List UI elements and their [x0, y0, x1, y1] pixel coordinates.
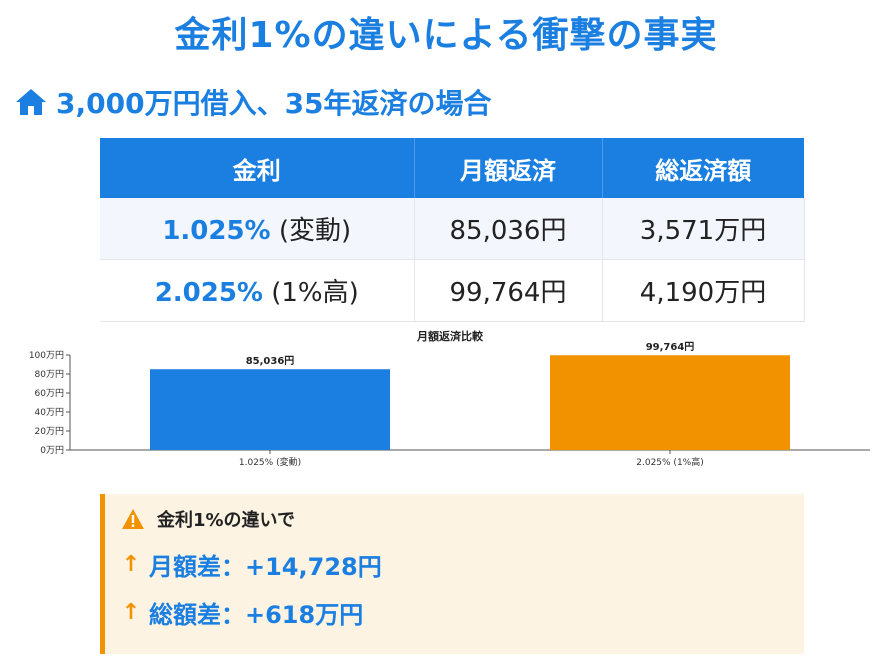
monthly-comparison-chart: 月額返済比較 0万円 20万円 40万円 60万円 80万円 100万円 85,036円 1.0… [0, 325, 892, 475]
bar-data-label: 99,764円 [646, 341, 695, 353]
header-total: 総返済額 [602, 138, 804, 198]
notice-heading: 金利1%の違いで [121, 504, 295, 534]
rate-note: (1%高) [271, 278, 359, 308]
total-diff-text: 総額差：+618万円 [149, 600, 364, 629]
monthly-diff: ↑ 月額差：+14,728円 [121, 544, 382, 584]
bar-data-label: 85,036円 [246, 355, 295, 367]
rate-value: 2.025% [154, 278, 263, 308]
table-row: 1.025% (変動) 85,036円 3,571万円 [100, 198, 805, 260]
y-tick-label: 20万円 [35, 426, 64, 437]
y-tick-label: 0万円 [40, 445, 64, 456]
subtitle-text: 3,000万円借入、35年返済の場合 [56, 87, 492, 120]
header-monthly: 月額返済 [414, 138, 603, 198]
cell-total: 4,190万円 [602, 259, 805, 322]
table-header-row: 金利 月額返済 総返済額 [100, 138, 804, 198]
subtitle: 3,000万円借入、35年返済の場合 [14, 82, 492, 122]
cell-monthly: 85,036円 [414, 198, 603, 260]
notice-heading-text: 金利1%の違いで [157, 510, 296, 531]
bar [150, 369, 390, 450]
chart-title: 月額返済比較 [416, 329, 484, 343]
notice-box: 金利1%の違いで ↑ 月額差：+14,728円 ↑ 総額差：+618万円 [100, 494, 804, 654]
page-title: 金利1%の違いによる衝撃の事実 [174, 15, 718, 56]
arrow-up-icon: ↑ [121, 551, 141, 577]
table-row: 2.025% (1%高) 99,764円 4,190万円 [100, 259, 805, 322]
y-tick-label: 100万円 [29, 350, 64, 361]
y-tick-label: 40万円 [35, 407, 64, 418]
arrow-up-icon: ↑ [121, 599, 141, 625]
cell-rate: 1.025% (変動) [100, 198, 415, 260]
warning-icon [122, 509, 144, 529]
cell-monthly: 99,764円 [414, 259, 603, 322]
monthly-diff-text: 月額差：+14,728円 [149, 552, 382, 581]
total-diff: ↑ 総額差：+618万円 [121, 592, 363, 632]
rates-table: 金利 月額返済 総返済額 1.025% (変動) 85,036円 3,571万円… [100, 138, 805, 322]
chart-svg: 月額返済比較 0万円 20万円 40万円 60万円 80万円 100万円 85,036円 1.0… [29, 329, 870, 468]
home-icon [16, 89, 46, 115]
y-tick-label: 60万円 [35, 388, 64, 399]
cell-rate: 2.025% (1%高) [100, 259, 415, 322]
cell-total: 3,571万円 [602, 198, 805, 260]
header-rate: 金利 [100, 138, 415, 198]
rate-value: 1.025% [162, 216, 271, 246]
bar [550, 355, 790, 450]
rate-note: (変動) [278, 216, 352, 246]
y-tick-label: 80万円 [35, 369, 64, 380]
x-tick-label: 2.025% (1%高) [636, 456, 703, 468]
x-tick-label: 1.025% (変動) [239, 456, 301, 468]
